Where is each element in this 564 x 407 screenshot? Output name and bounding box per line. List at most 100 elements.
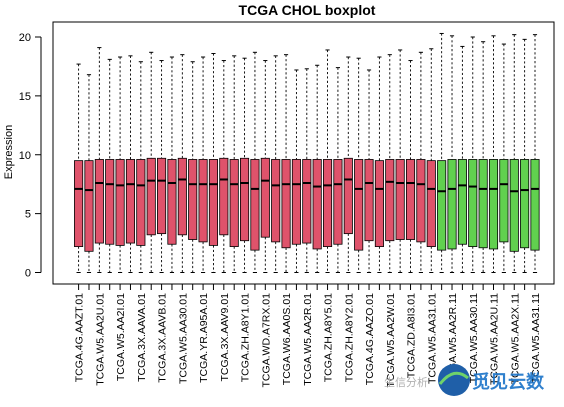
box-31 bbox=[385, 54, 395, 273]
box-body bbox=[271, 159, 281, 243]
box-43 bbox=[509, 34, 519, 273]
box-body bbox=[281, 159, 291, 249]
box-42 bbox=[499, 43, 509, 273]
y-tick-label-0: 0 bbox=[25, 268, 31, 280]
box-body bbox=[354, 159, 364, 251]
box-body bbox=[468, 159, 478, 247]
chart-title: TCGA CHOL boxplot bbox=[239, 2, 376, 18]
x-axis-tick-labels: TCGA.4G.AAZT.01 TCGA.W5.AA2U.01 TCGA.W5.AA… bbox=[74, 283, 542, 388]
box-28 bbox=[354, 57, 364, 273]
box-body bbox=[105, 159, 115, 245]
box-body bbox=[322, 159, 333, 247]
box-32 bbox=[395, 49, 405, 273]
box-8 bbox=[146, 51, 156, 273]
box-21 bbox=[281, 54, 291, 273]
box-body bbox=[115, 159, 125, 246]
box-24 bbox=[312, 64, 322, 273]
box-body bbox=[125, 159, 136, 244]
box-body bbox=[240, 157, 250, 242]
box-body bbox=[374, 160, 384, 247]
box-body bbox=[416, 159, 426, 243]
box-11 bbox=[177, 54, 187, 273]
box-body bbox=[219, 157, 229, 236]
box-body bbox=[488, 159, 499, 250]
box-body bbox=[177, 157, 187, 236]
box-body bbox=[250, 159, 260, 251]
box-27 bbox=[343, 56, 353, 273]
box-30 bbox=[374, 56, 384, 273]
box-23 bbox=[302, 68, 312, 273]
y-tick-label-4: 20 bbox=[19, 32, 31, 44]
x-tick-label-45: TCGA.W5.AA31.11 bbox=[530, 293, 542, 383]
box-body bbox=[146, 157, 156, 236]
box-29 bbox=[364, 69, 374, 273]
box-body bbox=[447, 159, 457, 250]
box-10 bbox=[167, 56, 177, 273]
box-body bbox=[426, 160, 436, 247]
x-tick-label-25: TCGA.ZH.A8Y5.01 bbox=[323, 293, 335, 382]
box-2 bbox=[84, 74, 94, 273]
box-body bbox=[405, 159, 416, 240]
x-tick-label-19: TCGA.WD.A7RX.01 bbox=[260, 293, 272, 388]
box-body bbox=[385, 159, 395, 242]
x-tick-label-17: TCGA.ZH.A8Y1.01 bbox=[240, 293, 252, 382]
box-4 bbox=[105, 58, 115, 273]
box-13 bbox=[198, 56, 208, 273]
y-tick-label-3: 15 bbox=[19, 91, 31, 103]
x-tick-label-37: TCGA.W5.AA2R.11 bbox=[447, 293, 459, 385]
box-26 bbox=[333, 67, 343, 273]
box-22 bbox=[291, 69, 301, 273]
box-3 bbox=[94, 47, 104, 273]
box-body bbox=[437, 160, 447, 251]
y-axis: 0 5 10 15 20 bbox=[19, 32, 42, 280]
x-tick-label-5: TCGA.W5.AA2I.01 bbox=[115, 293, 127, 381]
box-body bbox=[291, 159, 301, 245]
watermark-logo-text: 觅见云数 bbox=[472, 371, 545, 392]
box-19 bbox=[260, 60, 270, 273]
x-tick-label-15: TCGA.3X.AAV9.01 bbox=[219, 293, 231, 382]
box-body bbox=[364, 159, 374, 242]
box-41 bbox=[488, 35, 499, 273]
box-9 bbox=[157, 60, 167, 273]
box-18 bbox=[250, 51, 260, 273]
x-tick-label-43: TCGA.W5.AA2X.11 bbox=[509, 293, 521, 385]
box-body bbox=[136, 159, 146, 246]
box-37 bbox=[447, 35, 457, 273]
box-body bbox=[188, 159, 198, 240]
x-tick-label-33: TCGA.ZD.A8I3.01 bbox=[406, 293, 418, 378]
x-tick-label-23: TCGA.W5.AA2R.01 bbox=[302, 293, 314, 386]
x-tick-label-27: TCGA.ZH.A8Y2.01 bbox=[343, 293, 355, 382]
box-34 bbox=[416, 51, 426, 273]
box-40 bbox=[478, 41, 488, 273]
box-14 bbox=[208, 52, 218, 273]
boxes-layer bbox=[74, 32, 540, 273]
box-17 bbox=[240, 57, 250, 273]
box-33 bbox=[405, 60, 416, 273]
box-39 bbox=[468, 36, 478, 273]
box-body bbox=[302, 159, 312, 244]
box-38 bbox=[457, 45, 467, 273]
box-body bbox=[312, 159, 322, 250]
watermark-logo-swoosh-icon bbox=[438, 371, 469, 385]
box-body bbox=[530, 159, 540, 251]
box-body bbox=[260, 157, 270, 238]
x-tick-label-41: TCGA.W5.AA2U.11 bbox=[489, 293, 501, 385]
box-20 bbox=[271, 55, 281, 273]
box-35 bbox=[426, 48, 436, 273]
box-body bbox=[333, 159, 343, 245]
x-tick-label-9: TCGA.3X.AAVB.01 bbox=[157, 293, 169, 383]
x-tick-label-13: TCGA.YR.A95A.01 bbox=[198, 293, 210, 383]
box-body bbox=[499, 159, 509, 243]
box-body bbox=[74, 160, 84, 247]
y-axis-label: Expression bbox=[3, 125, 15, 179]
box-body bbox=[84, 160, 94, 252]
box-body bbox=[208, 159, 218, 246]
box-body bbox=[457, 159, 467, 245]
box-25 bbox=[322, 49, 333, 273]
y-tick-label-2: 10 bbox=[19, 150, 31, 162]
box-7 bbox=[136, 61, 146, 273]
box-body bbox=[343, 157, 353, 235]
box-6 bbox=[125, 55, 136, 273]
x-tick-label-31: TCGA.W5.AA2W.01 bbox=[385, 293, 397, 388]
box-1 bbox=[74, 63, 84, 273]
